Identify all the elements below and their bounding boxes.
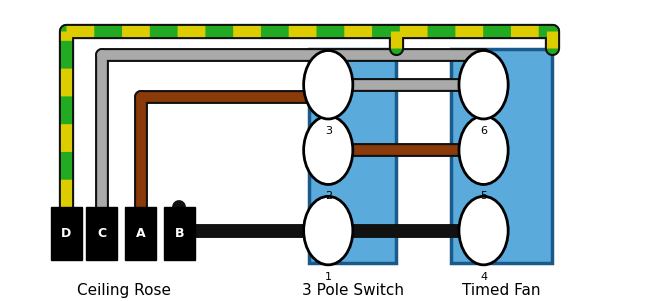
Ellipse shape	[459, 116, 508, 185]
Bar	[451, 49, 552, 263]
Text: 4: 4	[480, 272, 487, 282]
Bar	[164, 207, 195, 260]
Ellipse shape	[304, 116, 353, 185]
Ellipse shape	[459, 196, 508, 265]
Text: D: D	[61, 227, 72, 240]
Ellipse shape	[459, 51, 508, 119]
Text: 5: 5	[480, 191, 487, 201]
Bar	[51, 207, 82, 260]
Text: C: C	[97, 227, 106, 240]
Ellipse shape	[304, 196, 353, 265]
Text: 6: 6	[480, 126, 487, 136]
Ellipse shape	[304, 51, 353, 119]
Bar	[125, 207, 156, 260]
Text: Ceiling Rose: Ceiling Rose	[77, 283, 172, 298]
Text: A: A	[136, 227, 146, 240]
Text: 1: 1	[325, 272, 332, 282]
Bar	[86, 207, 117, 260]
Text: 2: 2	[324, 191, 332, 201]
Text: 3 Pole Switch: 3 Pole Switch	[302, 283, 404, 298]
Text: Timed Fan: Timed Fan	[462, 283, 541, 298]
Text: B: B	[175, 227, 184, 240]
Bar	[309, 49, 396, 263]
Text: 3: 3	[325, 126, 332, 136]
